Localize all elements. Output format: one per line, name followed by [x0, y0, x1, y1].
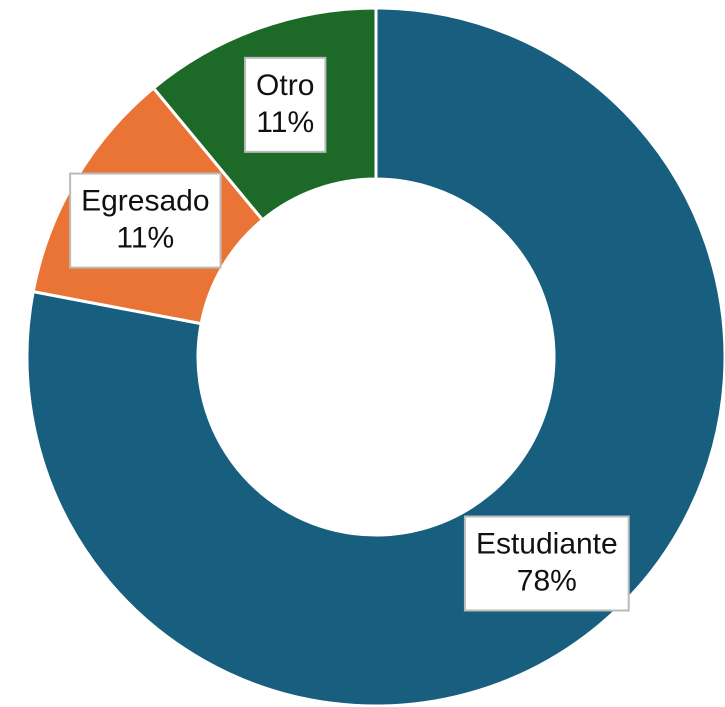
- value-label: 11%: [116, 221, 174, 254]
- value-label: 11%: [256, 106, 314, 139]
- label-box: [69, 172, 222, 269]
- slice-label: Estudiante 78%: [463, 515, 630, 612]
- value-label: 78%: [517, 564, 577, 597]
- label-box: [244, 56, 327, 153]
- category-label: Otro: [256, 69, 314, 102]
- category-label: Estudiante: [476, 527, 618, 560]
- category-label: Egresado: [81, 184, 209, 217]
- label-box: [463, 515, 630, 612]
- slice-label: Egresado 11%: [69, 172, 222, 269]
- slice-label: Otro 11%: [244, 56, 327, 153]
